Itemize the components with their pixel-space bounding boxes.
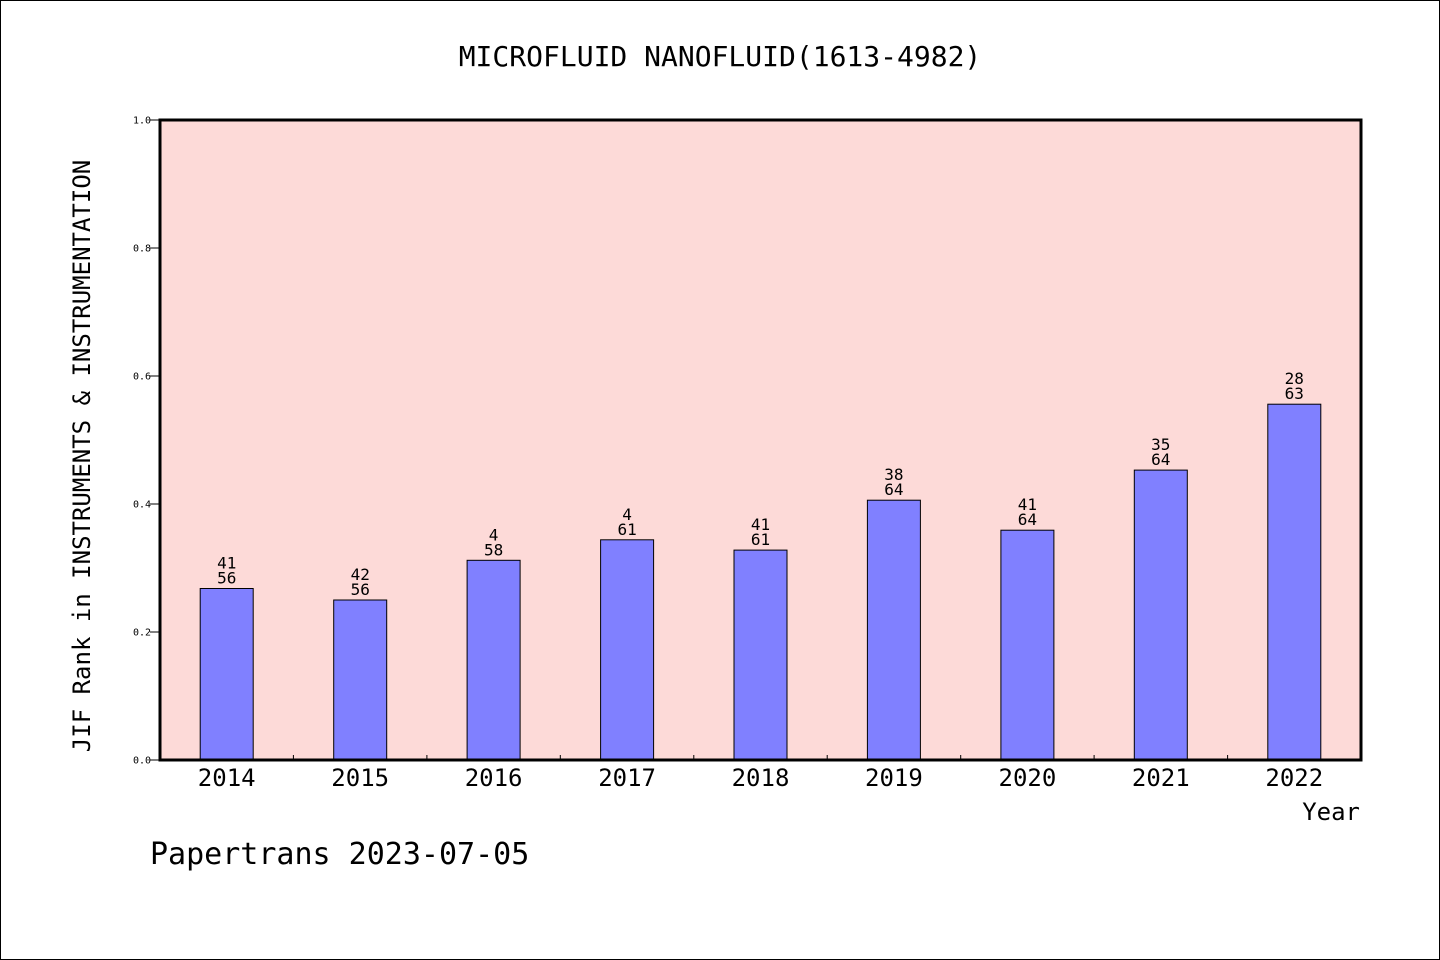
bar-label-rank: 28 xyxy=(1285,369,1304,388)
footer-credit: Papertrans 2023-07-05 xyxy=(150,837,529,872)
x-tick-label: 2021 xyxy=(1132,764,1190,792)
plot-border xyxy=(158,118,1363,762)
y-tick-label: 0.6 xyxy=(133,372,151,383)
bar-2020 xyxy=(1000,529,1055,761)
bar-label-rank: 4 xyxy=(622,505,632,524)
x-tick-label: 2022 xyxy=(1265,764,1323,792)
bar-2021 xyxy=(1133,469,1188,761)
x-tick-label: 2015 xyxy=(331,764,389,792)
y-axis-label: JIF Rank in INSTRUMENTS & INSTRUMENTATIO… xyxy=(68,160,96,752)
y-tick-label: 0.0 xyxy=(133,756,151,767)
bar-label-rank: 41 xyxy=(217,554,236,573)
bar-2017 xyxy=(600,539,655,761)
bar-2019 xyxy=(866,499,921,761)
bar-label-total: 64 xyxy=(1151,450,1170,469)
bars-group xyxy=(199,403,1322,761)
bar-label-rank: 41 xyxy=(751,515,770,534)
bar-label-total: 63 xyxy=(1285,384,1304,403)
x-tick-label: 2014 xyxy=(198,764,256,792)
bar-2016 xyxy=(466,559,521,761)
x-tick-label: 2016 xyxy=(465,764,523,792)
y-tick-label: 0.2 xyxy=(133,628,151,639)
bar-label-rank: 41 xyxy=(1018,495,1037,514)
bar-label-total: 58 xyxy=(484,540,503,559)
y-tick-label: 0.8 xyxy=(133,244,151,255)
x-axis-label: Year xyxy=(1302,798,1360,826)
y-axis-ticks: 0.0 0.2 0.4 0.6 0.8 1.0 xyxy=(133,116,160,767)
bar-label-rank: 35 xyxy=(1151,435,1170,454)
x-tick-label: 2020 xyxy=(999,764,1057,792)
bar-label-total: 64 xyxy=(884,480,903,499)
bar-label-rank: 4 xyxy=(489,525,499,544)
bar-label-total: 56 xyxy=(351,580,370,599)
bar-label-total: 61 xyxy=(617,520,636,539)
bar-2018 xyxy=(733,549,788,761)
bar-label-total: 64 xyxy=(1018,510,1037,529)
x-tick-label: 2018 xyxy=(732,764,790,792)
bar-label-total: 56 xyxy=(217,569,236,588)
bar-2022 xyxy=(1267,403,1322,761)
y-tick-label: 1.0 xyxy=(133,116,151,127)
chart-title: MICROFLUID NANOFLUID(1613-4982) xyxy=(459,40,982,73)
bar-2014 xyxy=(199,588,254,761)
bar-label-rank: 42 xyxy=(351,565,370,584)
x-tick-label: 2019 xyxy=(865,764,923,792)
y-tick-label: 0.4 xyxy=(133,500,151,511)
bar-2015 xyxy=(333,599,388,761)
x-axis-ticks: 2014 2015 2016 2017 2018 2019 2020 2021 2022 xyxy=(198,755,1323,792)
x-tick-label: 2017 xyxy=(598,764,656,792)
bar-label-total: 61 xyxy=(751,530,770,549)
bar-label-rank: 38 xyxy=(884,465,903,484)
